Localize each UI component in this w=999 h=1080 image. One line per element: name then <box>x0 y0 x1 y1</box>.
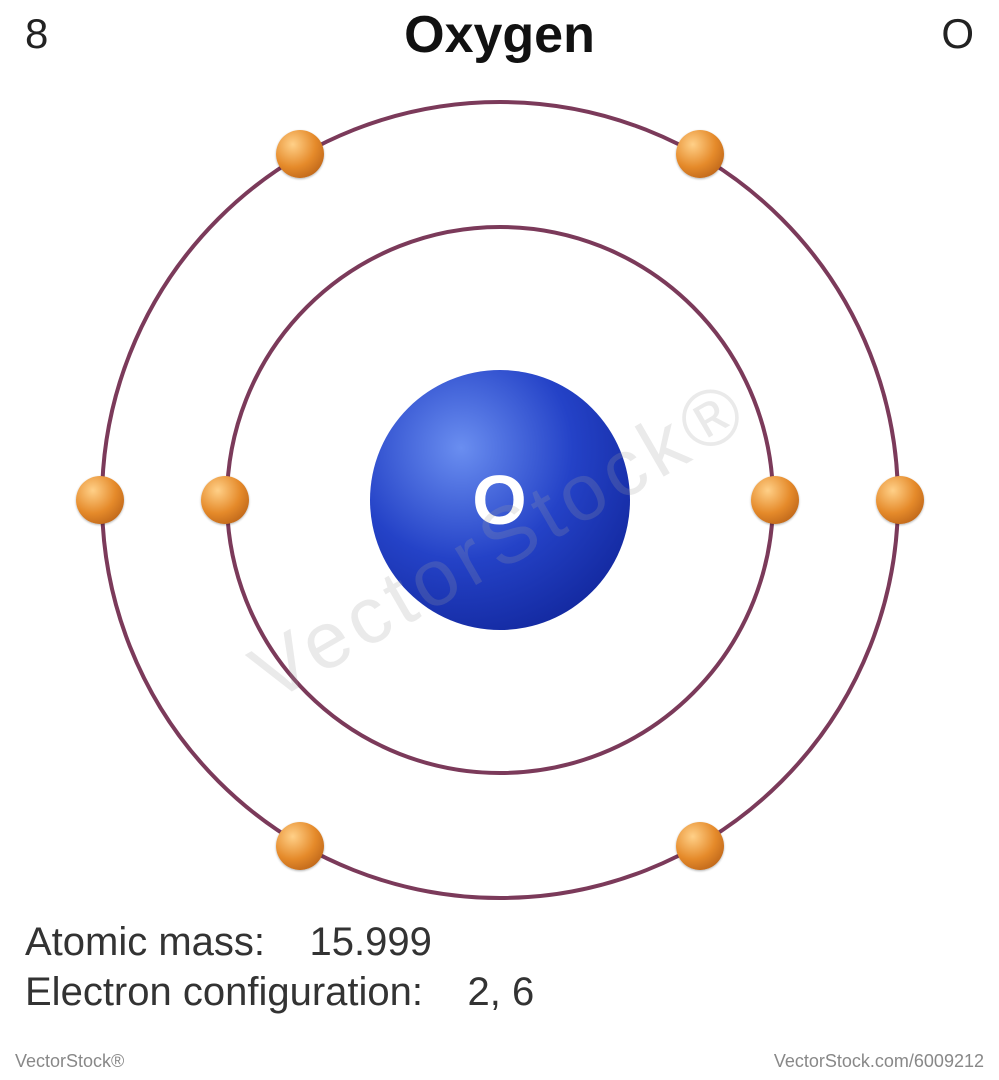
atom-diagram: O <box>60 60 940 940</box>
atomic-number: 8 <box>25 10 48 58</box>
electron <box>876 476 924 524</box>
atomic-mass-row: Atomic mass: 15.999 <box>25 920 432 965</box>
electron <box>751 476 799 524</box>
electron-config-value: 2, 6 <box>468 970 535 1014</box>
atomic-mass-label: Atomic mass: <box>25 920 265 964</box>
electron-config-row: Electron configuration: 2, 6 <box>25 970 534 1015</box>
footer-id: VectorStock.com/6009212 <box>774 1051 984 1072</box>
electron <box>201 476 249 524</box>
nucleus-symbol: O <box>472 460 526 540</box>
atomic-mass-value: 15.999 <box>310 920 432 964</box>
electron-config-label: Electron configuration: <box>25 970 423 1014</box>
footer-brand: VectorStock® <box>15 1051 124 1072</box>
element-name-title: Oxygen <box>404 5 595 65</box>
electron <box>76 476 124 524</box>
electron <box>276 822 324 870</box>
electron <box>676 130 724 178</box>
nucleus: O <box>370 370 630 630</box>
element-symbol-corner: O <box>941 10 974 58</box>
electron <box>276 130 324 178</box>
electron <box>676 822 724 870</box>
